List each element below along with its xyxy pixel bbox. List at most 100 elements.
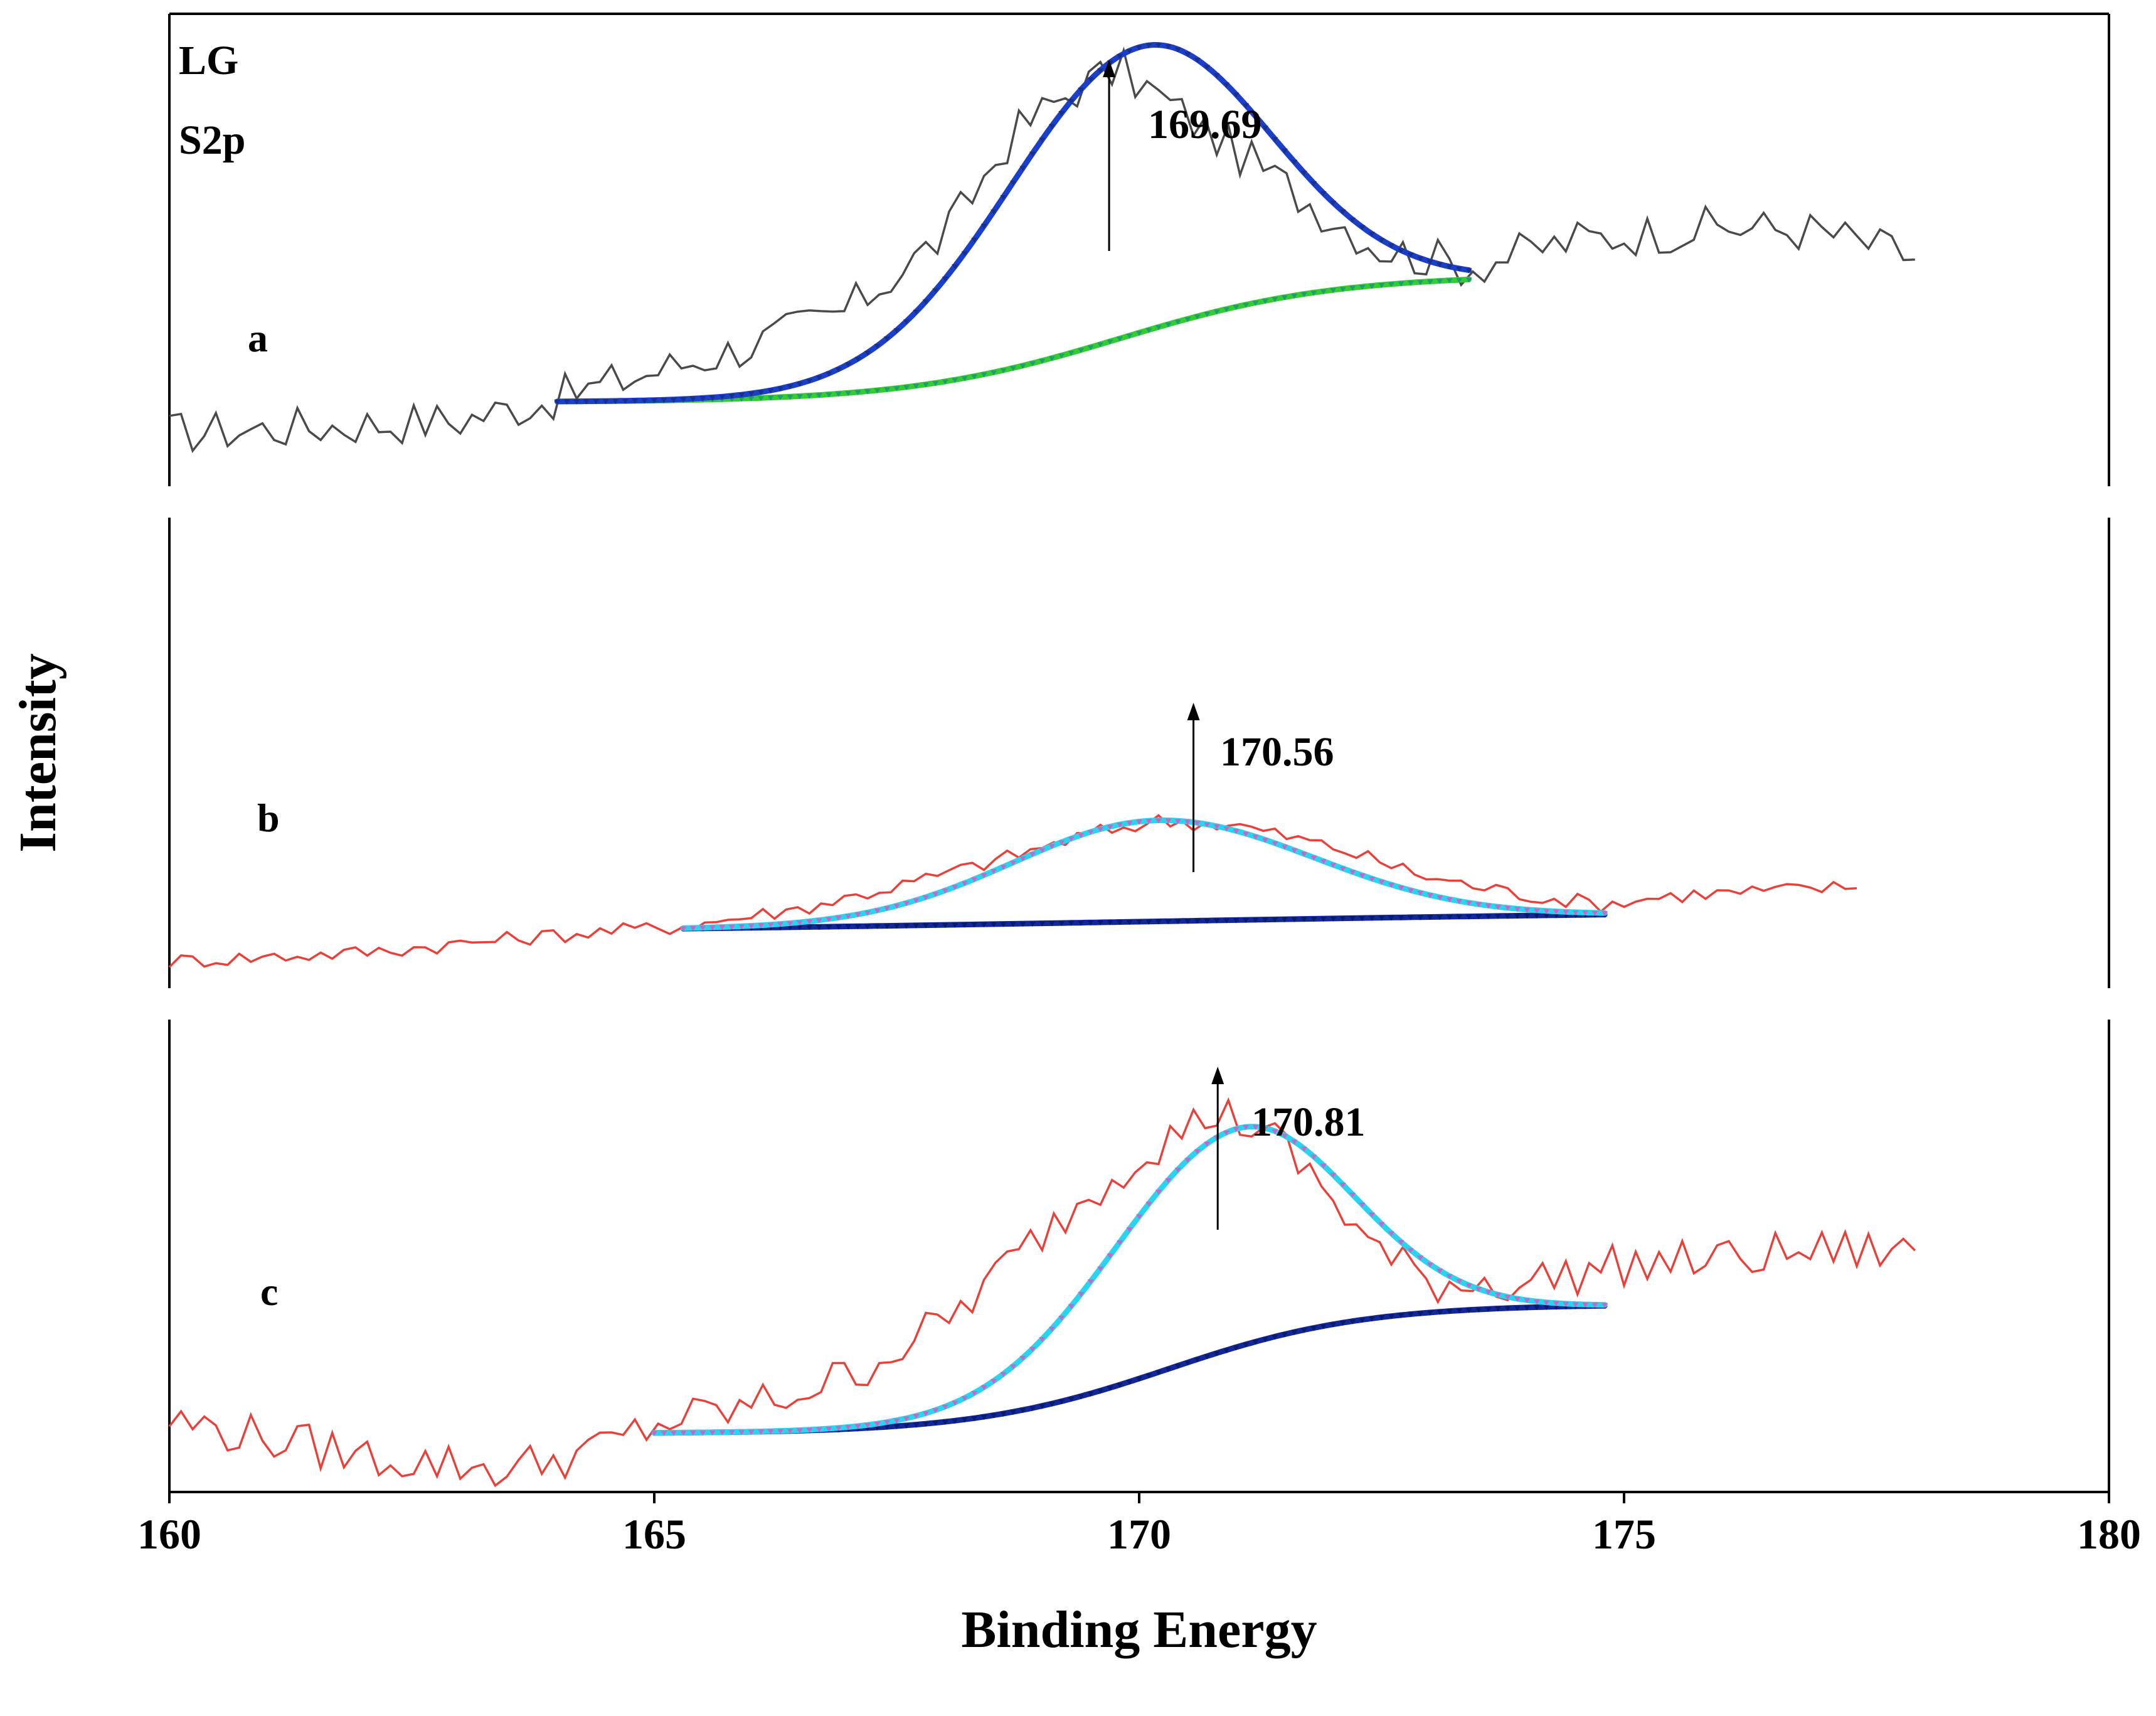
fit-marker	[1272, 1335, 1278, 1340]
fit-marker	[1330, 916, 1337, 922]
fit-marker	[1252, 1340, 1259, 1345]
fit-marker	[1485, 914, 1492, 920]
peak-label-b: 170.56	[1220, 729, 1334, 775]
fit-marker	[1029, 1346, 1036, 1352]
fit-marker	[1524, 907, 1531, 913]
fit-marker	[748, 396, 755, 402]
fit-marker	[893, 1418, 900, 1424]
fit-marker	[1184, 819, 1191, 825]
fit-marker	[1398, 281, 1405, 287]
fit-marker	[1553, 913, 1559, 919]
fit-marker	[1126, 1227, 1133, 1232]
fit-marker	[1524, 1305, 1531, 1311]
fit-marker	[1107, 824, 1113, 830]
fit-marker	[1601, 911, 1608, 917]
fit-marker	[1388, 1314, 1394, 1319]
peak-label-c: 170.81	[1251, 1099, 1366, 1145]
fit-marker	[1010, 366, 1017, 371]
fit-marker	[593, 399, 600, 405]
fit-marker	[893, 903, 900, 909]
fit-marker	[874, 908, 881, 914]
fit-marker	[893, 328, 900, 334]
fit-marker	[913, 923, 920, 929]
fit-marker	[1155, 818, 1162, 824]
fit-marker	[1524, 914, 1531, 919]
fit-marker	[1165, 1367, 1172, 1372]
fit-marker	[1107, 339, 1113, 345]
fit-marker	[767, 395, 774, 401]
fit-marker	[1068, 920, 1075, 926]
fit-marker	[980, 372, 987, 378]
fit-marker	[1300, 292, 1307, 297]
fit-marker	[1184, 51, 1191, 57]
fit-marker	[1378, 1222, 1385, 1227]
fit-marker	[1039, 137, 1046, 143]
peak-label-a: 169.69	[1148, 102, 1262, 147]
fit-marker	[1136, 331, 1142, 336]
fit-marker	[1417, 1311, 1424, 1317]
fit-marker	[748, 392, 755, 397]
fit-marker	[1524, 1298, 1531, 1304]
fit-marker	[835, 1426, 842, 1431]
background-curve-a-markers	[554, 277, 1472, 405]
fit-marker	[1233, 918, 1240, 924]
panel-a-plot	[169, 41, 1915, 454]
fit-marker	[1291, 917, 1298, 922]
fit-marker	[971, 922, 978, 928]
fit-marker	[1300, 1328, 1307, 1333]
fit-marker	[1097, 68, 1104, 73]
fit-marker	[1388, 282, 1394, 287]
fit-marker	[1446, 278, 1453, 284]
fit-marker	[554, 399, 561, 405]
fit-marker	[1078, 87, 1085, 93]
fit-marker	[738, 397, 745, 402]
fit-marker	[835, 915, 842, 921]
fit-marker	[1407, 915, 1414, 920]
fit-marker	[1369, 877, 1376, 882]
fit-marker	[1465, 268, 1472, 274]
fit-marker	[990, 210, 997, 215]
fit-marker	[1117, 920, 1123, 925]
fit-marker	[651, 1431, 657, 1436]
fit-marker	[1533, 908, 1540, 914]
fit-marker	[815, 1427, 822, 1432]
fit-marker	[952, 922, 959, 928]
fit-marker	[1019, 922, 1026, 927]
fit-marker	[990, 370, 997, 376]
fit-marker	[1117, 1240, 1123, 1245]
fit-marker	[1495, 1292, 1502, 1298]
fit-marker	[1291, 848, 1298, 854]
fit-marker	[1136, 920, 1142, 925]
fit-marker	[1223, 826, 1230, 832]
fit-marker	[1107, 1385, 1113, 1391]
fit-marker	[1087, 920, 1094, 926]
raw-spectrum-a	[169, 46, 1915, 454]
fit-marker	[796, 920, 803, 925]
fit-marker	[932, 288, 939, 294]
fit-marker	[1543, 1300, 1550, 1306]
fit-marker	[1117, 1383, 1123, 1388]
fit-marker	[1456, 899, 1463, 905]
fit-marker	[864, 910, 871, 916]
fit-marker	[1087, 345, 1094, 351]
fit-marker	[932, 1420, 939, 1426]
fit-marker	[961, 881, 968, 887]
fit-marker	[893, 924, 900, 929]
fit-marker	[1107, 920, 1113, 925]
fit-marker	[806, 393, 813, 399]
fit-marker	[1048, 1326, 1055, 1332]
fit-marker	[1223, 82, 1230, 88]
fit-marker	[758, 396, 765, 402]
fit-marker	[1398, 1313, 1405, 1319]
fit-marker	[1184, 1158, 1191, 1163]
fit-marker	[1369, 1212, 1376, 1218]
fit-marker	[1533, 1305, 1540, 1311]
fit-marker	[932, 892, 939, 897]
fit-marker	[1369, 915, 1376, 921]
fit-marker	[1426, 1310, 1433, 1316]
fit-marker	[1155, 325, 1162, 331]
fit-marker	[1359, 1318, 1366, 1323]
fit-marker	[1261, 1337, 1268, 1343]
raw-spectrum-b	[168, 814, 1857, 968]
fit-marker	[893, 386, 900, 392]
